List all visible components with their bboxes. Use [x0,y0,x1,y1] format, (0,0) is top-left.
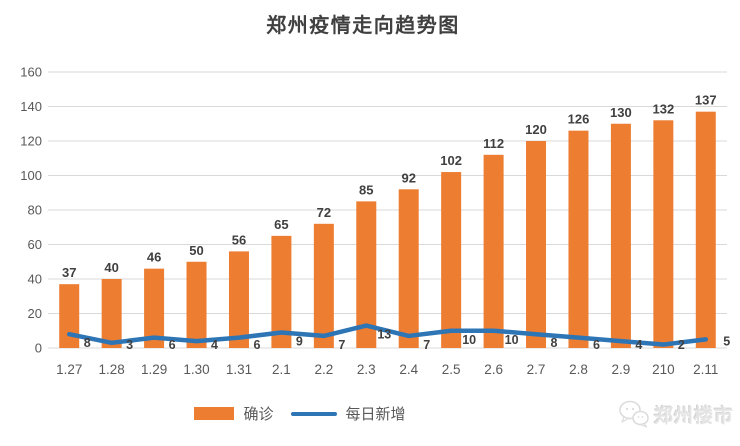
bar-value-label: 130 [610,105,632,120]
line-value-label: 7 [423,338,430,352]
line-value-label: 4 [211,338,218,352]
legend-label-confirmed: 确诊 [243,406,274,423]
y-axis-tick-label: 20 [28,306,42,321]
line-value-label: 13 [377,328,391,342]
bar-value-label: 65 [274,217,288,232]
line-value-label: 4 [635,338,642,352]
daily-new-line [66,323,709,347]
bar-value-label: 120 [525,122,547,137]
line-value-label: 7 [338,338,345,352]
x-axis-tick-label: 2.7 [527,362,546,377]
line-value-label: 8 [84,336,91,350]
bar-value-label: 137 [695,93,717,108]
x-axis-tick-label: 2.5 [442,362,461,377]
chart-title: 郑州疫情走向趋势图 [266,15,460,37]
bar-value-label: 56 [232,232,246,247]
confirmed-bar [441,172,462,348]
y-axis-tick-label: 160 [20,65,42,80]
confirmed-bar [186,261,207,348]
confirmed-bar [610,123,631,348]
x-axis-tick-label: 2.9 [612,362,631,377]
line-value-label: 5 [723,334,730,348]
line-value-label: 6 [593,338,600,352]
y-axis-tick-label: 120 [20,134,42,149]
x-axis-tick-label: 2.1 [272,362,291,377]
chart-legend: 确诊 每日新增 [0,403,600,424]
bar-value-label: 40 [104,260,118,275]
y-axis-tick-label: 60 [28,237,42,252]
bar-value-label: 132 [652,101,674,116]
x-axis-tick-label: 2.6 [484,362,503,377]
confirmed-bar [144,268,165,348]
line-value-label: 9 [296,334,303,348]
y-axis-tick-label: 0 [35,341,42,356]
confirmed-bar [398,189,419,348]
x-axis-tick-label: 2.8 [569,362,588,377]
confirmed-series-swatch [194,407,235,420]
line-value-label: 8 [551,336,558,350]
bar-value-label: 50 [189,243,203,258]
line-value-label: 6 [169,338,176,352]
watermark-text: 郑州楼市 [653,405,734,427]
confirmed-bar [313,223,334,348]
x-axis-tick-label: 2.2 [314,362,333,377]
line-value-label: 10 [505,333,519,347]
plot-svg: 020406080100120140160371.27401.28461.295… [20,65,730,378]
confirmed-bar [695,111,716,348]
line-value-label: 2 [678,338,685,352]
line-value-label: 3 [126,338,133,352]
x-axis-tick-label: 1.31 [226,362,252,377]
daily-new-series-swatch [290,411,337,416]
x-axis-tick-label: 1.30 [183,362,209,377]
x-axis-tick-label: 210 [652,362,675,377]
confirmed-bar [271,235,292,348]
bar-value-label: 92 [401,170,415,185]
bar-value-label: 102 [440,153,462,168]
x-axis-tick-label: 2.4 [399,362,418,377]
x-axis-tick-label: 2.11 [693,362,718,377]
y-axis-tick-label: 100 [20,168,42,183]
x-axis-tick-label: 1.27 [56,362,82,377]
confirmed-bar [653,120,674,348]
line-value-label: 10 [462,333,476,347]
watermark: 郑州楼市 [617,399,734,429]
y-axis-tick-label: 40 [28,272,42,287]
confirmed-bar [526,141,547,348]
confirmed-bar [59,284,80,348]
y-axis-tick-label: 140 [20,99,42,114]
confirmed-bar [483,154,504,348]
bar-value-label: 72 [317,205,331,220]
bar-value-label: 46 [147,250,161,265]
x-axis-tick-label: 1.29 [141,362,167,377]
confirmed-bar [101,279,122,348]
legend-label-daily-new: 每日新增 [345,406,406,423]
confirmed-bar [228,251,249,348]
wechat-bubbles-icon [619,400,649,428]
confirmed-bar [356,201,377,348]
confirmed-bar [568,130,589,348]
bar-value-label: 112 [483,136,504,151]
y-axis-tick-label: 80 [28,203,42,218]
bar-value-label: 126 [568,112,590,127]
x-axis-tick-label: 1.28 [99,362,125,377]
line-value-label: 6 [253,338,260,352]
bar-value-label: 85 [359,182,373,197]
x-axis-tick-label: 2.3 [357,362,376,377]
bar-value-label: 37 [62,265,76,280]
